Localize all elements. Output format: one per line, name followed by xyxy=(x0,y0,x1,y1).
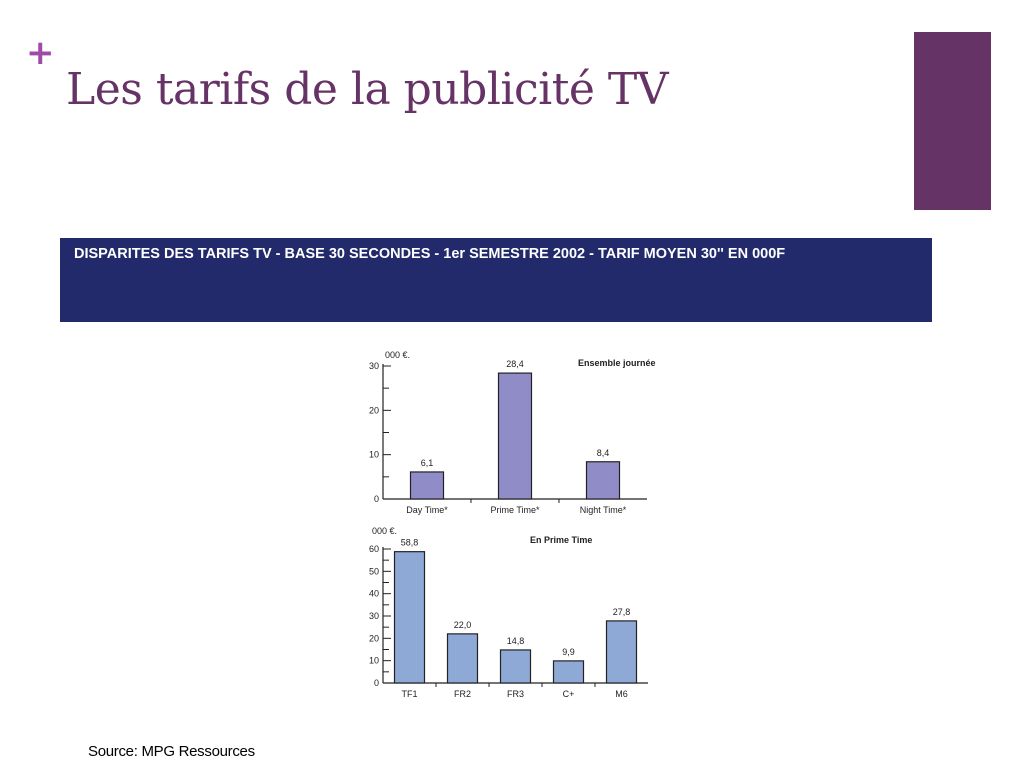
chart-1-x-tick-label: Prime Time* xyxy=(490,505,540,515)
chart-2-bar xyxy=(499,649,532,684)
chart-2-x-tick-label: FR3 xyxy=(507,689,524,699)
slide-title: Les tarifs de la publicité TV xyxy=(66,64,669,115)
banner-text: DISPARITES DES TARIFS TV - BASE 30 SECON… xyxy=(74,246,786,262)
chart-2-x-tick-label: M6 xyxy=(615,689,628,699)
chart-2-x-tick-label: C+ xyxy=(563,689,575,699)
chart-1-data-label: 28,4 xyxy=(506,359,524,369)
source-note: Source: MPG Ressources xyxy=(88,743,255,760)
chart-1-unit-label: 000 €. xyxy=(385,350,410,360)
chart-1-y-tick-label: 20 xyxy=(369,405,379,415)
chart-2-bar xyxy=(552,660,585,684)
chart-2-y-tick-label: 30 xyxy=(369,611,379,621)
chart-1-y-tick-label: 0 xyxy=(374,494,379,504)
chart-2-data-label: 14,8 xyxy=(507,636,525,646)
accent-bar xyxy=(914,32,991,210)
chart-1-bar xyxy=(409,471,445,500)
chart-2-y-tick-label: 20 xyxy=(369,633,379,643)
chart-2-y-tick-label: 40 xyxy=(369,589,379,599)
chart-2-bar xyxy=(446,633,479,684)
chart-2-bar xyxy=(393,551,426,684)
chart-2-y-tick-label: 10 xyxy=(369,656,379,666)
chart-2-title: En Prime Time xyxy=(530,535,592,545)
chart-1-bar xyxy=(585,461,621,500)
chart-1-y-tick-label: 30 xyxy=(369,361,379,371)
chart-2-x-tick-label: FR2 xyxy=(454,689,471,699)
chart-2-y-tick-label: 0 xyxy=(374,678,379,688)
chart-2-y-tick-label: 60 xyxy=(369,544,379,554)
chart-2-data-label: 22,0 xyxy=(454,620,472,630)
chart-1-x-tick-label: Day Time* xyxy=(406,505,448,515)
chart-1-data-label: 8,4 xyxy=(597,448,610,458)
chart-2-unit-label: 000 €. xyxy=(372,526,397,536)
chart-2-y-tick-label: 50 xyxy=(369,566,379,576)
chart-1-x-tick-label: Night Time* xyxy=(580,505,627,515)
chart-1-bar xyxy=(497,372,533,500)
chart-2-data-label: 27,8 xyxy=(613,607,631,617)
chart-2-x-tick-label: TF1 xyxy=(401,689,417,699)
chart-2-data-label: 9,9 xyxy=(562,647,575,657)
chart-2-bar xyxy=(605,620,638,684)
bullet-plus-icon: + xyxy=(26,33,55,73)
chart-1-data-label: 6,1 xyxy=(421,458,434,468)
chart-banner: DISPARITES DES TARIFS TV - BASE 30 SECON… xyxy=(60,238,932,322)
chart-1-title: Ensemble journée xyxy=(578,358,656,368)
chart-1-y-tick-label: 10 xyxy=(369,450,379,460)
chart-2-data-label: 58,8 xyxy=(401,538,419,548)
